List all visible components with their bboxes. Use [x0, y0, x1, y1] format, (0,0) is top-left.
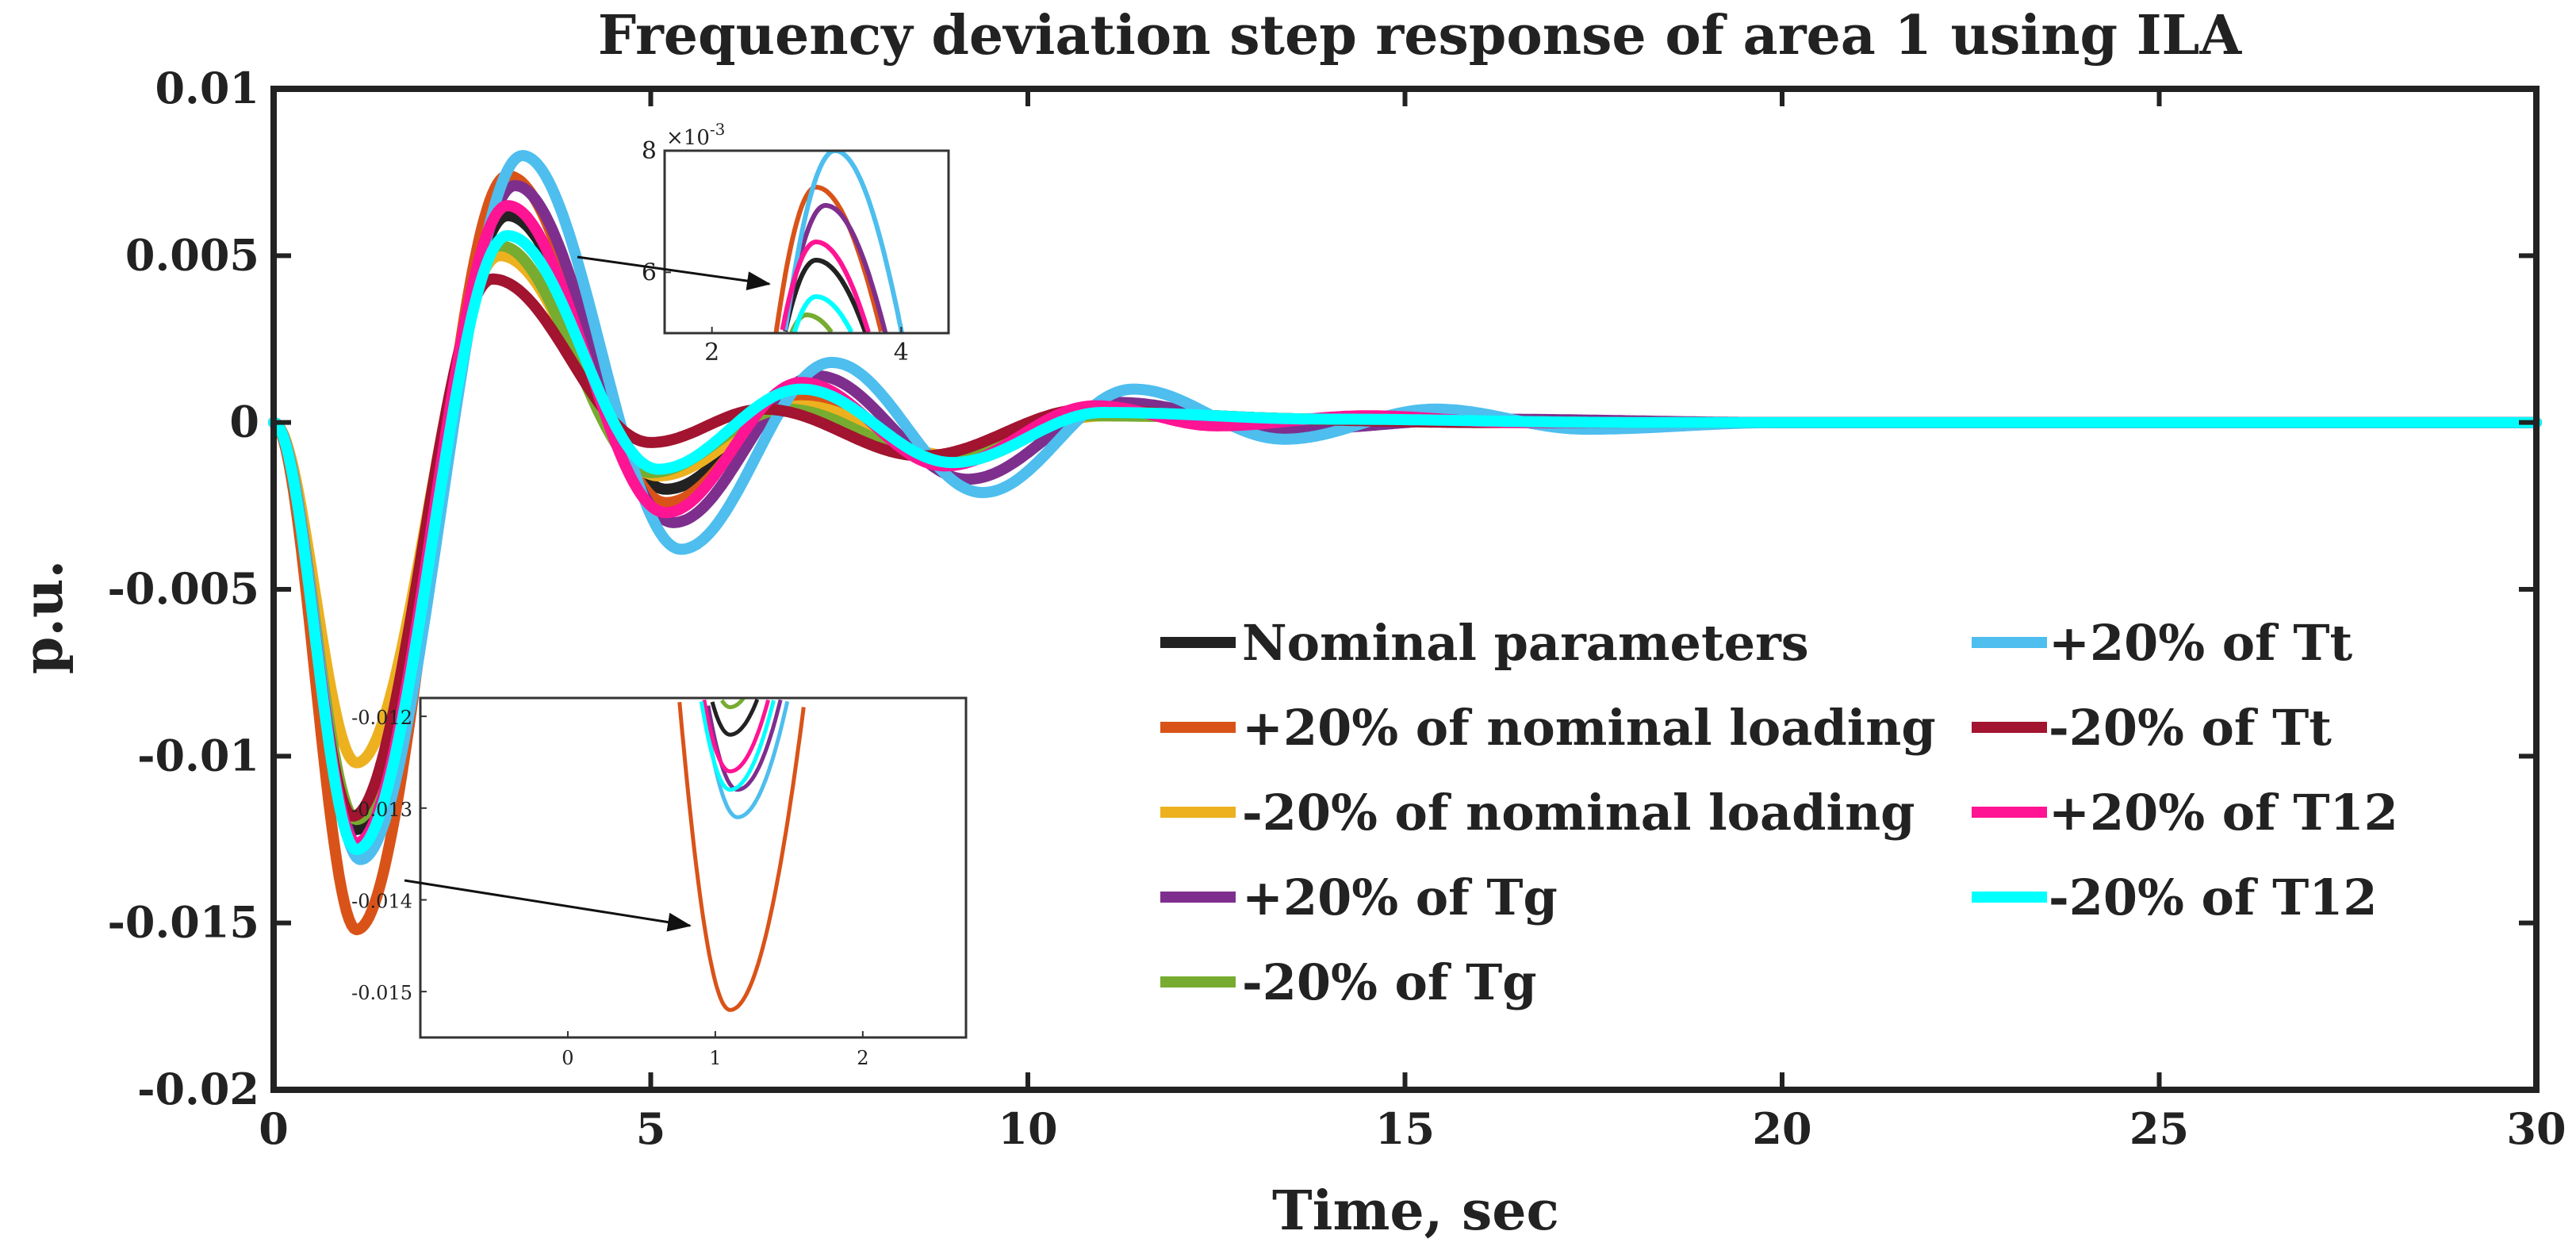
inset-exponent-base: ×10	[666, 126, 710, 150]
inset-series-line-1	[773, 185, 884, 333]
x-axis-label: Time, sec	[1272, 1179, 1559, 1243]
inset-y-tick-label: -0.012	[351, 707, 412, 729]
inset-lines	[773, 151, 904, 333]
legend: Nominal parameters +20% of nominal loadin…	[1160, 614, 2398, 1011]
inset-exponent-power: -3	[710, 120, 725, 139]
legend-label-3: +20% of Tg	[1242, 869, 1558, 926]
x-tick-label: 25	[2129, 1103, 2189, 1154]
x-tick-label: 0	[259, 1103, 289, 1154]
inset-frame	[663, 149, 950, 335]
inset-y-tick-label: -0.015	[351, 982, 412, 1004]
y-tick-label: -0.015	[107, 897, 259, 948]
x-tick-label: 30	[2506, 1103, 2566, 1154]
inset-y-tick-label: 6	[642, 259, 657, 286]
inset-series-line-7	[780, 240, 871, 333]
inset-series-line-7	[702, 699, 771, 773]
legend-label-1: +20% of nominal loading	[1242, 699, 1936, 757]
inset-x-tick-label: 1	[709, 1047, 721, 1069]
legend-label-6: -20% of Tt	[2049, 699, 2332, 757]
inset-y-tick-label: -0.013	[351, 799, 412, 821]
inset-panel-1: 0 1 2 -0.012 -0.013 -0.014 -0.015	[351, 696, 968, 1069]
inset-x-tick-label: 2	[857, 1047, 868, 1069]
y-tick-label: 0.01	[155, 63, 259, 113]
series-line-8	[268, 230, 2542, 856]
inset-series-line-0	[710, 698, 760, 737]
inset-exponent-label: ×10-3	[666, 120, 725, 150]
x-tick-label: 15	[1375, 1103, 1435, 1154]
inset-series-line-8	[699, 700, 776, 792]
chart-title: Frequency deviation step response of are…	[598, 4, 2242, 67]
inset-background	[420, 698, 966, 1037]
y-tick-label: 0	[229, 397, 259, 447]
legend-label-2: -20% of nominal loading	[1242, 784, 1915, 842]
inset-series-line-0	[783, 258, 868, 333]
inset-arrow-trough	[404, 879, 692, 932]
inset-series-line-3	[783, 203, 888, 333]
y-tick-label: -0.02	[137, 1064, 259, 1114]
inset-y-tick-label: 8	[642, 137, 657, 165]
inset-x-tick-label: 2	[704, 339, 719, 366]
inset-panel-0: 2 4 6 8 ×10-3	[642, 120, 950, 366]
legend-label-4: -20% of Tg	[1242, 953, 1537, 1011]
inset-y-tick-label: -0.014	[351, 890, 412, 912]
inset-panels: 2 4 6 8 ×10-3 0 1 2 -0.012 -0.013 -0.014 -0.015	[351, 120, 968, 1069]
inset-x-tick-label: 4	[894, 339, 909, 366]
inset-series-line-8	[792, 294, 854, 333]
x-tick-label: 5	[636, 1103, 666, 1154]
inset-arrow-peak	[577, 255, 771, 290]
inset-frame	[419, 696, 968, 1039]
y-tick-label: -0.01	[137, 730, 259, 780]
x-tick-label: 10	[998, 1103, 1057, 1154]
inset-lines	[677, 698, 806, 1012]
legend-label-5: +20% of Tt	[2049, 614, 2352, 672]
y-tick-label: 0.005	[125, 229, 259, 280]
inset-x-tick-label: 0	[562, 1047, 573, 1069]
x-tick-label: 20	[1752, 1103, 1811, 1154]
y-axis-label: p.u.	[12, 560, 75, 674]
legend-label-7: +20% of T12	[2049, 784, 2398, 842]
y-tick-label: -0.005	[107, 563, 259, 614]
inset-series-line-4	[720, 698, 746, 710]
inset-series-line-1	[677, 701, 806, 1012]
inset-series-line-5	[783, 151, 904, 333]
legend-label-8: -20% of T12	[2049, 869, 2378, 926]
legend-label-0: Nominal parameters	[1242, 614, 1809, 672]
